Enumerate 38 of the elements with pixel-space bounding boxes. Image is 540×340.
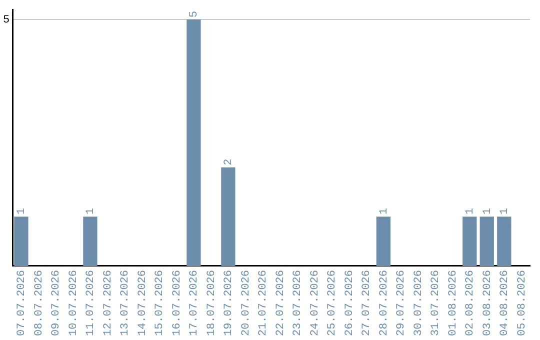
data-label: 1 xyxy=(482,208,494,215)
data-label: 2 xyxy=(223,158,236,166)
x-tick-label: 22.07.2026 xyxy=(274,270,287,336)
x-tick-label: 02.08.2026 xyxy=(464,270,477,336)
x-tick-label: 31.07.2026 xyxy=(430,270,442,336)
x-tick-label: 07.07.2026 xyxy=(16,270,28,336)
x-tick-label: 25.07.2026 xyxy=(326,270,339,336)
x-tick-label: 29.07.2026 xyxy=(396,270,408,336)
data-label: 1 xyxy=(378,208,390,215)
x-tick-label: 14.07.2026 xyxy=(136,270,149,336)
data-label: 1 xyxy=(499,208,512,215)
x-tick-label: 09.07.2026 xyxy=(50,270,63,336)
x-tick-label: 12.07.2026 xyxy=(102,270,114,336)
x-tick-label: 10.07.2026 xyxy=(68,270,80,336)
x-tick-label: 23.07.2026 xyxy=(292,270,304,336)
x-tick-label: 27.07.2026 xyxy=(361,270,374,336)
x-tick-label: 16.07.2026 xyxy=(171,270,184,336)
x-tick-label: 01.08.2026 xyxy=(447,270,460,336)
x-tick-label: 08.07.2026 xyxy=(33,270,46,336)
data-label: 1 xyxy=(85,208,98,215)
x-tick-label: 20.07.2026 xyxy=(240,270,252,336)
x-tick-label: 19.07.2026 xyxy=(223,270,236,336)
x-tick-label: 05.08.2026 xyxy=(516,270,528,336)
x-tick-label: 03.08.2026 xyxy=(482,270,494,336)
x-tick-label: 17.07.2026 xyxy=(188,270,201,336)
x-tick-label: 15.07.2026 xyxy=(154,270,166,336)
x-tick-label: 18.07.2026 xyxy=(206,270,218,336)
x-tick-label: 24.07.2026 xyxy=(309,270,322,336)
x-tick-label: 30.07.2026 xyxy=(412,270,425,336)
x-tick-label: 21.07.2026 xyxy=(258,270,270,336)
data-label: 1 xyxy=(464,208,477,215)
data-label: 1 xyxy=(16,208,28,215)
x-tick-label: 04.08.2026 xyxy=(499,270,512,336)
data-label: 5 xyxy=(188,10,201,18)
x-tick-label: 28.07.2026 xyxy=(378,270,390,336)
x-tick-label: 13.07.2026 xyxy=(120,270,132,336)
x-tick-label: 11.07.2026 xyxy=(85,270,98,336)
x-tick-label: 26.07.2026 xyxy=(344,270,356,336)
